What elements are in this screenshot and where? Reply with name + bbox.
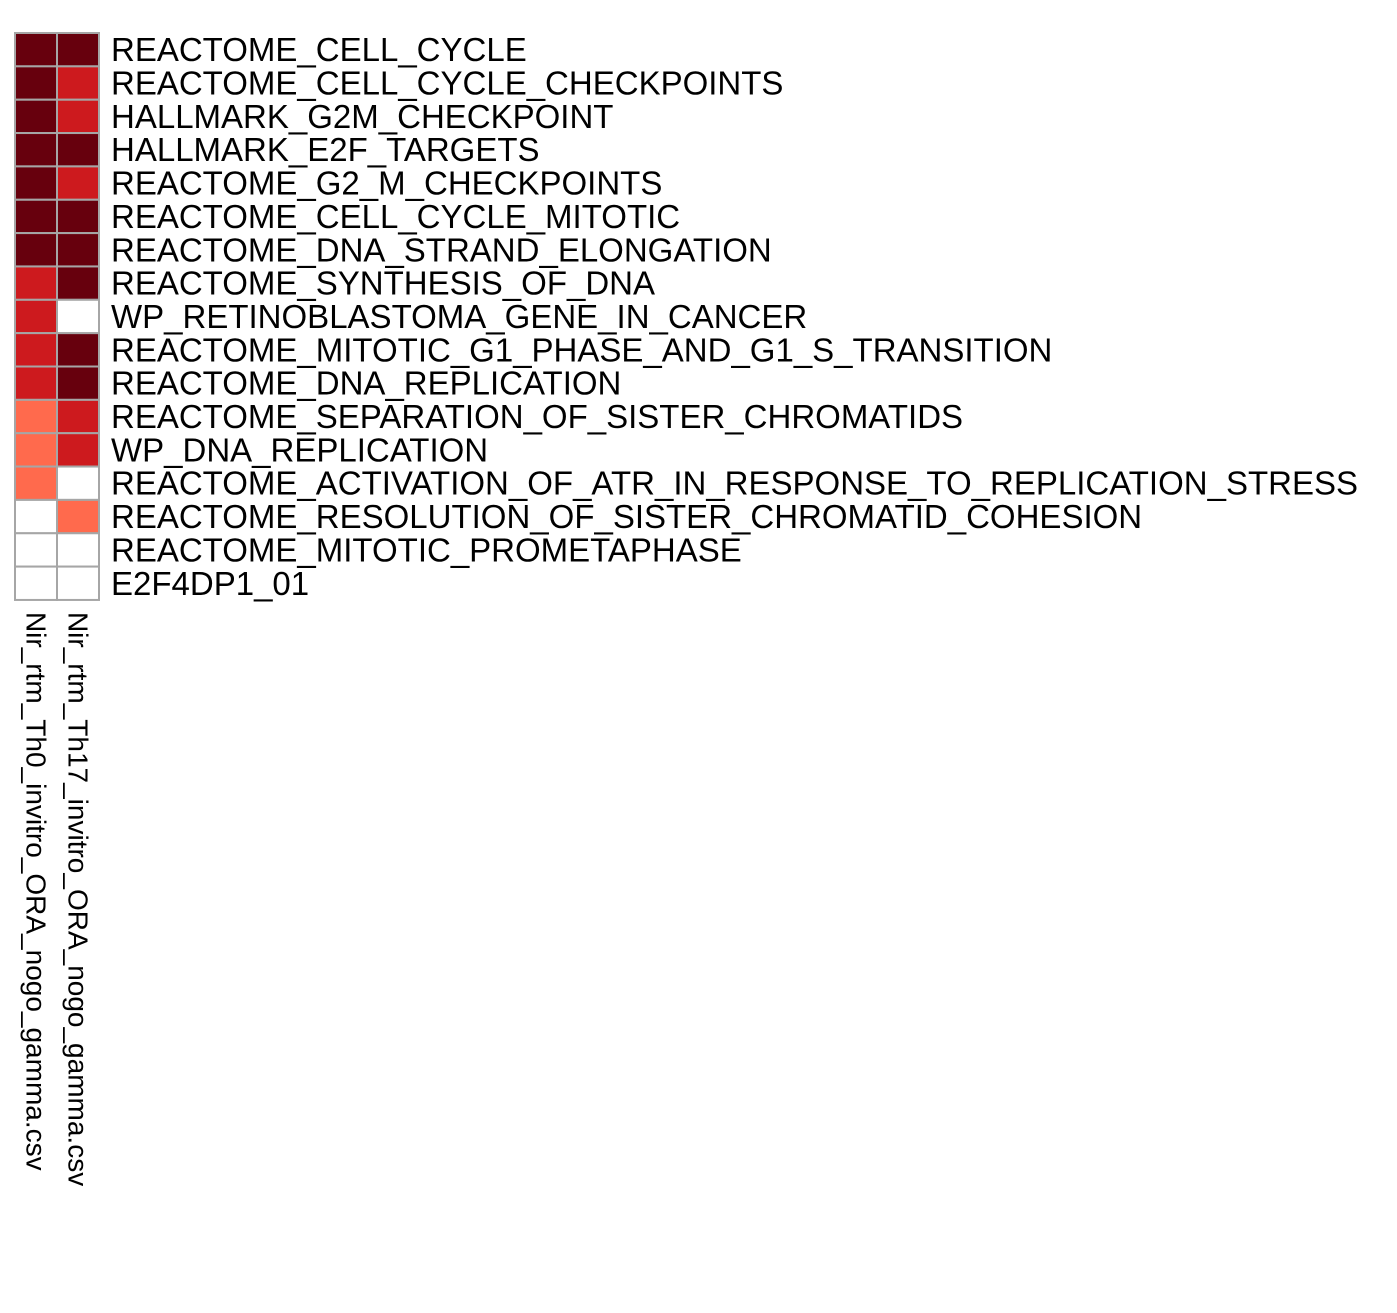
heatmap-cell	[56, 32, 100, 68]
heatmap-cell	[56, 198, 100, 235]
heatmap-cell	[56, 532, 100, 568]
heatmap-cell	[56, 365, 100, 401]
row-label: WP_DNA_REPLICATION	[111, 431, 488, 468]
heatmap-cell	[14, 498, 58, 535]
column-label: Nir_rtm_Th0_invitro_ORA_nogo_gamma.csv	[21, 612, 52, 1171]
heatmap-cell	[14, 98, 58, 135]
row-label: REACTOME_MITOTIC_G1_PHASE_AND_G1_S_TRANS…	[111, 331, 1052, 368]
column-label: Nir_rtm_Th17_invitro_ORA_nogo_gamma.csv	[63, 612, 94, 1186]
heatmap-cell	[14, 365, 58, 401]
row-label: HALLMARK_E2F_TARGETS	[111, 131, 540, 168]
heatmap-cell	[56, 298, 100, 335]
heatmap-cell	[56, 498, 100, 535]
row-label: REACTOME_CELL_CYCLE_MITOTIC	[111, 198, 680, 235]
heatmap-cell	[14, 398, 58, 435]
heatmap-cell	[14, 65, 58, 101]
heatmap-cell	[14, 532, 58, 568]
heatmap-cell	[56, 65, 100, 101]
heatmap-cell	[56, 465, 100, 501]
heatmap-cell	[14, 198, 58, 235]
heatmap-cell	[14, 565, 58, 601]
row-label: HALLMARK_G2M_CHECKPOINT	[111, 98, 613, 135]
heatmap-cell	[56, 398, 100, 435]
heatmap-cells	[14, 32, 100, 601]
heatmap-cell	[14, 265, 58, 301]
heatmap-cell	[56, 132, 100, 168]
row-label: REACTOME_DNA_REPLICATION	[111, 365, 621, 402]
heatmap-cell	[56, 165, 100, 201]
row-label: REACTOME_RESOLUTION_OF_SISTER_CHROMATID_…	[111, 498, 1142, 535]
row-label: REACTOME_MITOTIC_PROMETAPHASE	[111, 531, 742, 568]
heatmap-cell	[14, 132, 58, 168]
row-label: REACTOME_SYNTHESIS_OF_DNA	[111, 265, 655, 302]
heatmap-cell	[14, 332, 58, 368]
heatmap-cell	[56, 98, 100, 135]
heatmap-cell	[56, 332, 100, 368]
row-label: WP_RETINOBLASTOMA_GENE_IN_CANCER	[111, 298, 807, 335]
heatmap-cell	[56, 265, 100, 301]
row-label: REACTOME_CELL_CYCLE	[111, 31, 527, 68]
row-label: REACTOME_CELL_CYCLE_CHECKPOINTS	[111, 65, 783, 102]
heatmap-cell	[56, 232, 100, 268]
row-label: REACTOME_SEPARATION_OF_SISTER_CHROMATIDS	[111, 398, 963, 435]
row-label: REACTOME_ACTIVATION_OF_ATR_IN_RESPONSE_T…	[111, 465, 1358, 502]
heatmap-cell	[14, 165, 58, 201]
heatmap-cell	[14, 32, 58, 68]
heatmap-cell	[56, 565, 100, 601]
row-label: REACTOME_G2_M_CHECKPOINTS	[111, 165, 662, 202]
heatmap-cell	[14, 298, 58, 335]
row-labels: REACTOME_CELL_CYCLEREACTOME_CELL_CYCLE_C…	[111, 31, 1358, 602]
heatmap-cell	[14, 432, 58, 468]
heatmap-cell	[14, 232, 58, 268]
heatmap-cell	[56, 432, 100, 468]
row-label: E2F4DP1_01	[111, 565, 309, 602]
heatmap-cell	[14, 465, 58, 501]
column-labels: Nir_rtm_Th0_invitro_ORA_nogo_gamma.csv Ni…	[21, 612, 94, 1186]
row-label: REACTOME_DNA_STRAND_ELONGATION	[111, 231, 772, 268]
